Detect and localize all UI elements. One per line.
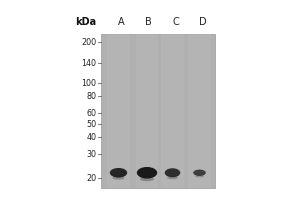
Text: 50: 50 xyxy=(86,120,97,129)
Text: 40: 40 xyxy=(87,133,97,142)
Ellipse shape xyxy=(165,168,180,177)
Ellipse shape xyxy=(140,177,154,181)
Text: 20: 20 xyxy=(86,174,97,183)
Ellipse shape xyxy=(110,168,127,178)
Bar xyxy=(161,34,184,188)
Text: 200: 200 xyxy=(82,38,97,47)
Ellipse shape xyxy=(112,176,124,180)
Bar xyxy=(188,34,211,188)
Text: A: A xyxy=(118,17,125,27)
Text: 30: 30 xyxy=(87,150,97,159)
Text: 100: 100 xyxy=(82,79,97,88)
Ellipse shape xyxy=(167,176,178,179)
Bar xyxy=(136,34,158,188)
Text: D: D xyxy=(199,17,206,27)
Text: kDa: kDa xyxy=(76,17,97,27)
Bar xyxy=(107,34,130,188)
Ellipse shape xyxy=(137,167,157,179)
Ellipse shape xyxy=(195,175,204,177)
Text: 80: 80 xyxy=(87,92,97,101)
Bar xyxy=(100,34,214,188)
Ellipse shape xyxy=(193,170,206,176)
Text: C: C xyxy=(172,17,179,27)
Text: B: B xyxy=(145,17,152,27)
Text: 140: 140 xyxy=(82,59,97,68)
Text: 60: 60 xyxy=(87,109,97,118)
